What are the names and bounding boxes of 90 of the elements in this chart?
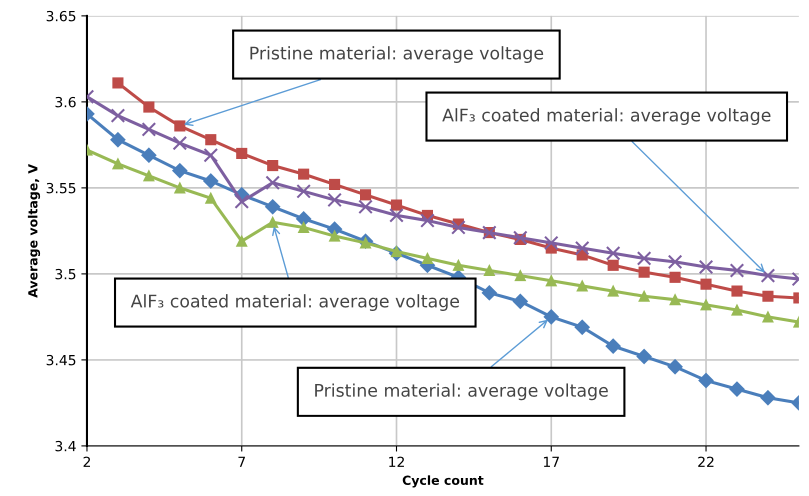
point [670,294,681,306]
point [110,108,126,123]
point [298,222,310,234]
point [172,136,188,150]
point [512,294,528,309]
annotation: AlF₃ coated material: average voltage [130,294,459,311]
point [762,290,774,302]
point [484,264,495,276]
point [203,173,218,189]
point [760,268,776,283]
x-tick-label: 12 [389,456,404,467]
point [452,260,464,271]
point [668,254,682,270]
point [296,211,312,226]
point [668,359,683,374]
point [203,148,218,162]
point [698,260,714,274]
point [296,184,311,199]
point [698,372,714,388]
point [390,200,402,211]
point [670,272,681,283]
point [142,122,156,137]
point [110,132,126,148]
point [513,230,528,246]
point [760,390,776,406]
point [574,240,590,256]
point [636,348,652,364]
point [700,299,712,310]
y-tick-label: 3.55 [46,182,76,194]
y-tick-label: 3.4 [56,440,76,452]
x-axis-title: Cycle count [402,475,484,488]
point [327,192,342,208]
point [544,309,559,324]
point [234,194,250,209]
y-tick-label: 3.65 [46,10,76,22]
point [482,285,497,300]
y-tick-label: 3.6 [56,96,76,108]
point [360,189,372,200]
point [143,170,154,182]
point [112,158,124,170]
point [389,208,404,223]
point [174,120,186,132]
annotation: Pristine material: average voltage [250,46,544,63]
point [420,213,435,228]
point [762,311,774,322]
point [112,77,124,89]
point [267,216,278,228]
point [574,320,590,335]
point [514,270,526,282]
annotation: Pristine material: average voltage [315,383,608,400]
x-tick-label: 7 [238,456,245,467]
x-tick-label: 22 [698,456,714,467]
point [546,275,557,286]
point [174,182,186,194]
point [638,266,650,278]
point [172,163,188,178]
point [329,178,340,190]
point [731,304,743,316]
point [205,134,216,146]
point [265,175,280,190]
point [544,236,559,250]
point [576,280,588,292]
point [729,382,745,397]
point [267,160,278,172]
point [606,246,620,261]
annotation: AlF₃ coated material: average voltage [442,108,770,125]
point [700,278,712,290]
point [636,251,652,266]
point [236,148,248,160]
point [608,286,619,297]
x-tick-label: 2 [84,456,90,467]
point [205,192,216,204]
point [731,286,743,297]
point [329,230,340,242]
point [451,220,466,235]
y-axis-title: Average voltage, V [28,164,40,298]
point [638,290,650,302]
point [265,199,280,214]
point [143,101,154,113]
point [422,252,434,264]
point [358,200,373,214]
point [141,148,156,163]
point [606,338,621,354]
point [608,260,619,271]
x-tick-label: 17 [544,456,559,467]
point [298,168,310,180]
y-tick-label: 3.5 [56,268,76,280]
point [236,236,248,247]
y-tick-label: 3.45 [46,354,76,366]
point [730,263,744,278]
